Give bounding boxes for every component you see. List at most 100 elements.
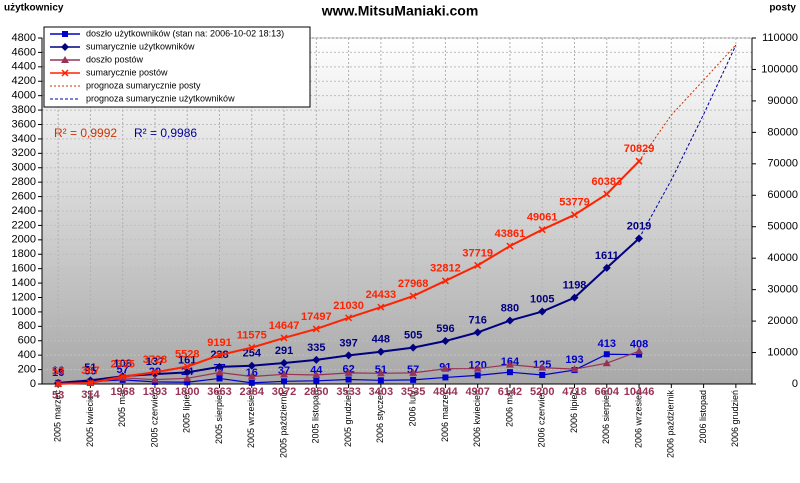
- x-tick-label: 2006 maj: [504, 390, 514, 427]
- x-tick-label: 2005 listopad: [311, 390, 321, 444]
- y2-tick-label: 30000: [767, 284, 798, 296]
- y2-tick-label: 0: [792, 378, 798, 390]
- data-label: 193: [565, 354, 583, 366]
- x-tick-label: 2006 lipiec: [569, 390, 579, 434]
- marker: [538, 307, 547, 316]
- y2-axis-label: posty: [769, 3, 796, 14]
- chart-title: www.MitsuManiaki.com: [321, 3, 479, 19]
- marker: [570, 365, 579, 373]
- marker: [538, 226, 546, 234]
- data-label: 6604: [595, 386, 620, 398]
- marker: [538, 363, 547, 371]
- marker: [505, 316, 514, 325]
- y-axis-label: użytkownicy: [4, 3, 64, 14]
- y-tick-label: 2800: [12, 176, 36, 188]
- data-label: 291: [275, 345, 293, 357]
- marker: [247, 372, 256, 380]
- marker: [602, 263, 611, 272]
- x-tick-label: 2005 czerwiec: [149, 390, 159, 448]
- marker: [183, 374, 192, 382]
- data-label: 4718: [562, 386, 586, 398]
- legend-label: prognoza sumarycznie posty: [86, 80, 201, 90]
- legend-box: [43, 26, 311, 108]
- x-tick-label: 2006 luty: [408, 390, 418, 427]
- y-tick-label: 4800: [12, 32, 36, 44]
- marker: [473, 328, 482, 337]
- data-label: 880: [501, 302, 519, 314]
- y-tick-label: 1800: [12, 248, 36, 260]
- y-tick-label: 1000: [12, 306, 36, 318]
- marker: [248, 379, 255, 386]
- data-label: 2384: [240, 386, 265, 398]
- data-label: 5200: [530, 386, 554, 398]
- marker: [119, 373, 127, 381]
- annotation: R² = 0,9992: [54, 126, 117, 140]
- marker: [635, 157, 643, 165]
- data-label: 10446: [624, 386, 655, 398]
- x-tick-label: 2005 sierpień: [214, 390, 224, 444]
- marker: [183, 363, 191, 371]
- marker: [62, 31, 68, 37]
- data-label: 3535: [401, 386, 425, 398]
- data-label: 21030: [333, 300, 364, 312]
- data-label: 1005: [530, 293, 554, 305]
- marker: [603, 351, 610, 358]
- data-label: 716: [469, 314, 487, 326]
- data-label: 1968: [110, 386, 134, 398]
- data-label: 70829: [624, 143, 655, 155]
- x-tick-label: 2005 kwiecień: [85, 390, 95, 447]
- marker: [86, 379, 94, 387]
- data-label: 11575: [237, 329, 267, 341]
- data-label: 37719: [462, 247, 493, 259]
- marker: [184, 379, 191, 386]
- y-tick-label: 800: [18, 320, 36, 332]
- data-label: 1198: [563, 280, 587, 292]
- marker: [183, 368, 192, 377]
- data-label: 596: [436, 323, 454, 335]
- y-tick-label: 2400: [12, 205, 36, 217]
- marker: [248, 344, 256, 352]
- marker: [345, 376, 352, 383]
- legend-label: doszło postów: [86, 54, 144, 64]
- marker: [376, 369, 385, 377]
- y2-tick-label: 20000: [767, 315, 798, 327]
- marker: [506, 242, 514, 250]
- data-label: 1800: [175, 386, 199, 398]
- marker: [377, 303, 385, 311]
- y-tick-label: 200: [18, 363, 36, 375]
- marker: [280, 370, 289, 378]
- y-tick-label: 3000: [12, 162, 36, 174]
- marker: [61, 43, 69, 51]
- data-label: 2335: [110, 359, 134, 371]
- marker: [409, 368, 418, 376]
- marker: [603, 190, 611, 198]
- data-label: 413: [598, 338, 616, 350]
- y2-tick-label: 90000: [767, 95, 798, 107]
- data-label: 9191: [207, 337, 231, 349]
- data-label: 2019: [627, 220, 651, 232]
- marker: [216, 375, 223, 382]
- marker: [505, 360, 514, 368]
- y-tick-label: 2600: [12, 190, 36, 202]
- marker: [409, 343, 418, 352]
- data-label: 108: [114, 358, 132, 370]
- y-tick-label: 1400: [12, 277, 36, 289]
- y2-tick-label: 60000: [767, 189, 798, 201]
- data-label: 60383: [591, 176, 622, 188]
- marker: [636, 351, 643, 358]
- data-label: 16: [52, 367, 64, 379]
- data-label: 5528: [175, 349, 199, 361]
- y-tick-label: 4200: [12, 75, 36, 87]
- marker: [54, 380, 62, 388]
- marker: [442, 374, 449, 381]
- data-label: 32812: [430, 263, 461, 275]
- data-label: 408: [630, 338, 648, 350]
- data-label: 17497: [301, 311, 332, 323]
- data-label: 6142: [498, 386, 522, 398]
- x-tick-label: 2005 maj: [117, 390, 127, 427]
- y-tick-label: 600: [18, 335, 36, 347]
- x-tick-label: 2006 grudzień: [730, 390, 740, 447]
- y-tick-label: 4400: [12, 61, 36, 73]
